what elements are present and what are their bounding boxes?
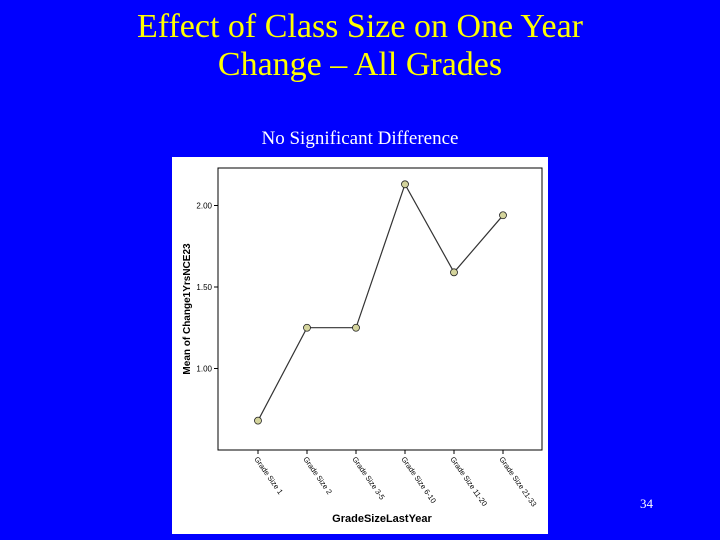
x-tick-label: Grade Size 3-5: [350, 455, 386, 501]
data-point: [352, 323, 360, 332]
y-axis-ticks: 1.00 1.50 2.00: [196, 201, 218, 373]
x-tick-label: Grade Size 6-10: [399, 455, 438, 505]
series-line: [257, 182, 504, 421]
data-point: [401, 180, 409, 189]
page-number: 34: [640, 496, 653, 511]
plot-frame: [217, 167, 543, 451]
line-chart: 1.001.502.00 Grade Size 1 Grade Size 2 Gra…: [182, 167, 543, 525]
y-axis-label: Mean of Change1YrsNCE23: [182, 243, 193, 375]
y-tick-label: 1.50: [196, 283, 212, 292]
slide-title-line-1: Effect of Class Size on One Year: [136, 8, 583, 45]
data-point: [450, 268, 458, 277]
data-point: [303, 323, 311, 332]
data-point: [254, 416, 262, 425]
x-tick-label: Grade Size 1: [252, 455, 284, 496]
y-tick-label: 1.00: [196, 364, 212, 373]
slide-title: Effect of Class Size on One Year Change …: [0, 8, 720, 84]
chart-panel: 1.00 1.50 2.00 Grade Size 1 Grade Size 2 Gra…: [172, 157, 548, 534]
x-tick-label: Grade Size 21-33: [497, 455, 538, 508]
x-axis-ticks: Grade Size 1 Grade Size 2 Grade Size 3-5 Gr…: [252, 450, 538, 508]
y-tick-label: 2.00: [196, 201, 212, 210]
slide-title-line-2: Change – All Grades: [217, 46, 503, 83]
x-tick-label: Grade Size 2: [301, 455, 333, 496]
x-tick-label: Grade Size 11-20: [448, 455, 489, 508]
x-axis-label: GradeSizeLastYear: [332, 513, 432, 525]
slide-subtitle: No Significant Difference: [261, 128, 459, 149]
data-point: [499, 211, 507, 220]
data-points: [254, 180, 507, 425]
